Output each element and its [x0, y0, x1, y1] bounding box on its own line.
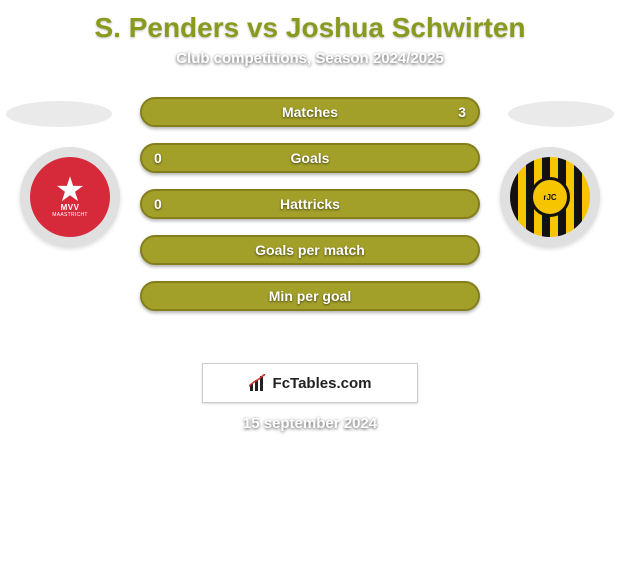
stat-label: Goals [291, 150, 330, 166]
stat-row-matches: Matches 3 [140, 97, 480, 127]
mvv-logo: ★ MVV MAASTRICHT [30, 157, 110, 237]
team-badge-left: ★ MVV MAASTRICHT [20, 147, 120, 247]
brand-box[interactable]: FcTables.com [202, 363, 418, 403]
stat-row-goals: 0 Goals [140, 143, 480, 173]
stat-label: Goals per match [255, 242, 365, 258]
brand-text: FcTables.com [273, 375, 372, 392]
stat-label: Min per goal [269, 288, 351, 304]
date-line: 15 september 2024 [0, 415, 620, 432]
stat-row-goals-per-match: Goals per match [140, 235, 480, 265]
bar-chart-icon [249, 374, 269, 392]
stat-right-value: 3 [458, 104, 466, 120]
team-badge-right: rJC [500, 147, 600, 247]
roda-center: rJC [530, 177, 570, 217]
comparison-card: S. Penders vs Joshua Schwirten Club comp… [0, 0, 620, 432]
stat-label: Hattricks [280, 196, 340, 212]
roda-logo: rJC [510, 157, 590, 237]
mvv-sub: MAASTRICHT [52, 212, 88, 218]
stat-row-hattricks: 0 Hattricks [140, 189, 480, 219]
stat-left-value: 0 [154, 196, 162, 212]
stat-label: Matches [282, 104, 338, 120]
star-icon: ★ [55, 173, 85, 207]
main-area: ★ MVV MAASTRICHT rJC Matches 3 0 Goals [0, 97, 620, 357]
stat-left-value: 0 [154, 150, 162, 166]
stat-row-min-per-goal: Min per goal [140, 281, 480, 311]
mvv-code: MVV [61, 203, 80, 212]
page-title: S. Penders vs Joshua Schwirten [0, 0, 620, 50]
subtitle: Club competitions, Season 2024/2025 [0, 50, 620, 67]
player-placeholder-right [508, 101, 614, 127]
roda-code: rJC [543, 193, 556, 202]
player-placeholder-left [6, 101, 112, 127]
stat-rows: Matches 3 0 Goals 0 Hattricks Goals per … [140, 97, 480, 327]
